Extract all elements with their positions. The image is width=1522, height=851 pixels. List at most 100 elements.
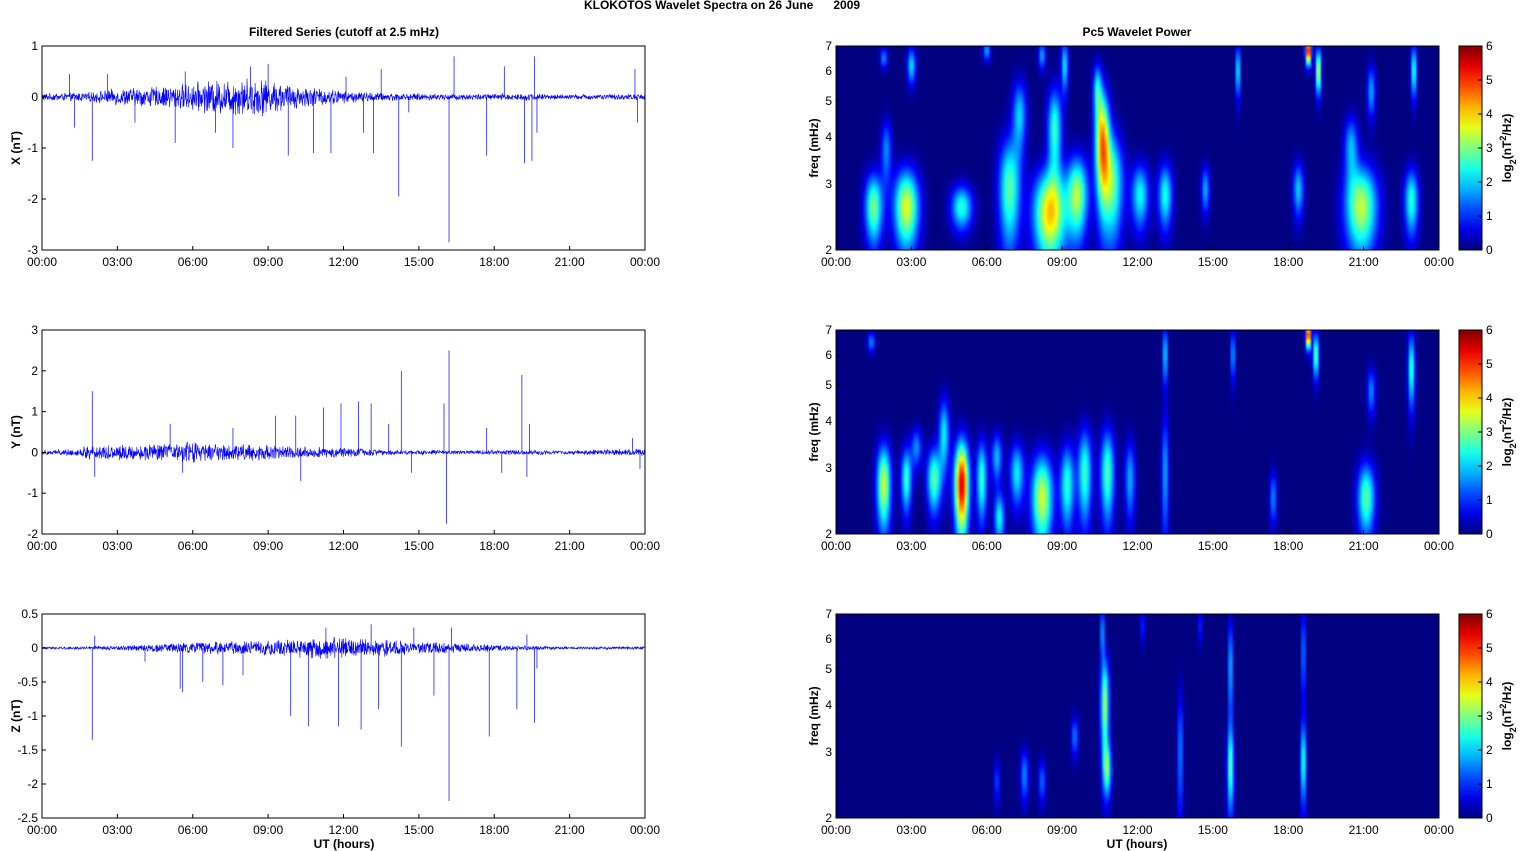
colorbar-label-sup: 2 — [1498, 704, 1508, 709]
ytick-label: 3 — [825, 745, 832, 759]
left-xtick-label: 00:00 — [27, 823, 57, 837]
ytick-label: 1 — [31, 405, 38, 419]
ytick-label: 3 — [31, 323, 38, 337]
left-xtick-label: 12:00 — [328, 255, 358, 269]
right-xtick-label: 18:00 — [1273, 539, 1303, 553]
colorbar-tick-label: 1 — [1486, 493, 1493, 507]
right-xlabel: UT (hours) — [1107, 837, 1168, 851]
colorbar-label-suffix: /Hz) — [1500, 682, 1514, 704]
ytick-label: -2 — [27, 192, 38, 206]
right-xtick-label: 21:00 — [1349, 255, 1379, 269]
ytick-label: -2 — [27, 777, 38, 791]
colorbar-label-prefix: log — [1500, 448, 1514, 466]
colorbar-label-suffix: /Hz) — [1500, 114, 1514, 136]
timeseries-panel-z: 0.50-0.5-1-1.5-2-2.500:00 03:00 06:00 09:00… — [9, 607, 660, 837]
ytick-label: -2 — [27, 527, 38, 541]
colorbar-tick-label: 4 — [1486, 391, 1493, 405]
ytick-label: -1.5 — [17, 743, 38, 757]
left-xtick-label: 00:00 — [630, 823, 660, 837]
colorbar-label: log2(nT2/Hz) — [1498, 398, 1518, 467]
colorbar-label-prefix: log — [1500, 732, 1514, 750]
ytick-label: 6 — [825, 348, 832, 362]
left-xtick-label: 06:00 — [178, 255, 208, 269]
colorbar-tick-label: 6 — [1486, 323, 1493, 337]
colorbar-tick-label: 5 — [1486, 73, 1493, 87]
left-xtick-label: 00:00 — [630, 255, 660, 269]
ytick-label: 7 — [825, 607, 832, 621]
colorbar-tick-label: 4 — [1486, 675, 1493, 689]
right-xtick-label: 12:00 — [1122, 255, 1152, 269]
left-xtick-label: 12:00 — [328, 539, 358, 553]
plot-area — [42, 330, 645, 534]
left-xtick-label: 00:00 — [27, 539, 57, 553]
ytick-label: -1 — [27, 709, 38, 723]
ytick-label: 3 — [825, 177, 832, 191]
right-xtick-label: 12:00 — [1122, 823, 1152, 837]
ytick-label: -1 — [27, 486, 38, 500]
left-xtick-label: 03:00 — [102, 823, 132, 837]
ytick-label: 5 — [825, 94, 832, 108]
colorbar-label-sup: 2 — [1498, 136, 1508, 141]
right-xtick-label: 03:00 — [896, 823, 926, 837]
colorbar-label-mid: (nT — [1500, 708, 1514, 727]
ytick-label: 7 — [825, 39, 832, 53]
colorbar-tick-label: 3 — [1486, 425, 1493, 439]
left-xtick-label: 15:00 — [404, 539, 434, 553]
left-xtick-label: 21:00 — [555, 539, 585, 553]
left-xtick-label: 00:00 — [630, 539, 660, 553]
ytick-label: 2 — [825, 527, 832, 541]
colorbar-tick-label: 1 — [1486, 777, 1493, 791]
left-xtick-label: 06:00 — [178, 539, 208, 553]
wavelet-power-image — [836, 614, 1439, 818]
right-xtick-label: 15:00 — [1198, 255, 1228, 269]
ytick-label: 5 — [825, 378, 832, 392]
left-column-title: Filtered Series (cutoff at 2.5 mHz) — [249, 25, 439, 39]
colorbar-tick-label: 3 — [1486, 141, 1493, 155]
right-xtick-label: 06:00 — [972, 255, 1002, 269]
left-xtick-label: 18:00 — [479, 255, 509, 269]
left-xlabel: UT (hours) — [314, 837, 375, 851]
right-xtick-label: 00:00 — [1424, 823, 1454, 837]
right-xtick-label: 00:00 — [821, 539, 851, 553]
colorbar-label-mid: (nT — [1500, 140, 1514, 159]
right-xtick-label: 09:00 — [1047, 823, 1077, 837]
right-xtick-label: 00:00 — [821, 823, 851, 837]
y-axis-label-freq: freq (mHz) — [807, 686, 821, 745]
colorbar-tick-label: 6 — [1486, 607, 1493, 621]
colorbar-tick-label: 0 — [1486, 243, 1493, 257]
left-xtick-label: 15:00 — [404, 823, 434, 837]
left-xtick-label: 18:00 — [479, 539, 509, 553]
colorbar-label-mid: (nT — [1500, 424, 1514, 443]
right-xtick-label: 15:00 — [1198, 539, 1228, 553]
colorbar-tick-label: 5 — [1486, 641, 1493, 655]
y-axis-label-y: Y (nT) — [9, 415, 23, 449]
ytick-label: 0.5 — [21, 607, 38, 621]
left-xtick-label: 21:00 — [555, 823, 585, 837]
right-xtick-label: 21:00 — [1349, 823, 1379, 837]
left-xtick-label: 03:00 — [102, 255, 132, 269]
right-xtick-label: 12:00 — [1122, 539, 1152, 553]
left-xtick-label: 09:00 — [253, 823, 283, 837]
ytick-label: 3 — [825, 461, 832, 475]
left-xtick-label: 21:00 — [555, 255, 585, 269]
colorbar-label-sup: 2 — [1498, 420, 1508, 425]
right-xtick-label: 09:00 — [1047, 539, 1077, 553]
timeseries-panel-x: 10-1-2-300:00 03:00 06:00 09:00 12:00 15:00 18… — [9, 39, 660, 269]
right-xtick-label: 06:00 — [972, 539, 1002, 553]
ytick-label: 0 — [31, 641, 38, 655]
ytick-label: 2 — [825, 811, 832, 825]
colorbar-label-sub: 2 — [1508, 443, 1518, 448]
ytick-label: -3 — [27, 243, 38, 257]
colorbar-tick-label: 2 — [1486, 743, 1493, 757]
right-xtick-label: 21:00 — [1349, 539, 1379, 553]
colorbar-label-suffix: /Hz) — [1500, 398, 1514, 420]
colorbar-label-sub: 2 — [1508, 727, 1518, 732]
colorbar-label: log2(nT2/Hz) — [1498, 114, 1518, 183]
right-xtick-label: 00:00 — [1424, 255, 1454, 269]
wavelet-power-image — [836, 46, 1439, 250]
y-axis-label-x: X (nT) — [9, 131, 23, 165]
ytick-label: -0.5 — [17, 675, 38, 689]
